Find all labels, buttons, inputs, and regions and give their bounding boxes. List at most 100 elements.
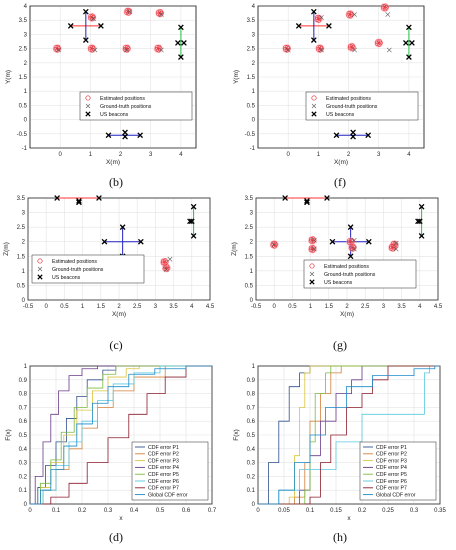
y-tick-label: 0.6 (19, 419, 28, 425)
y-tick-label: -1 (22, 146, 28, 152)
us-beacon-marker (347, 224, 354, 231)
us-beacon-marker (418, 203, 425, 210)
y-tick-label: -1 (250, 146, 256, 152)
ground-truth-marker (158, 12, 164, 17)
y-tick-label: 0.5 (245, 283, 254, 289)
estimated-position-marker (375, 39, 380, 45)
y-tick-label: 2.5 (17, 225, 26, 231)
y-tick-label: 0.9 (19, 378, 28, 384)
legend-label: CDF error P1 (376, 445, 407, 451)
us-beacon-marker (324, 195, 330, 201)
y-tick-label: 1.5 (19, 75, 28, 81)
us-beacon-marker (181, 40, 187, 46)
x-tick-label: 0 (287, 152, 291, 158)
y-tick-label: 2.5 (19, 47, 28, 53)
y-tick-label: 0.4 (19, 447, 28, 453)
y-tick-label: 1.5 (247, 75, 256, 81)
x-tick-label: 3 (149, 152, 153, 158)
panel-d: 0 0.1 0.2 0.3 0.4 0.5 0.6 0.7 0 0.1 0.2 0.3 0.4 0.5 0.… (0, 360, 228, 544)
estimated-position-marker (349, 238, 354, 243)
legend-label: CDF error P2 (376, 452, 407, 458)
y-tick-label: 3 (22, 211, 26, 217)
y-tick-label: 2 (250, 240, 254, 246)
y-tick-label: 0.2 (19, 474, 28, 480)
estimated-position-marker (154, 45, 160, 50)
ground-truth-marker (285, 47, 291, 53)
legend-estimate-marker (309, 263, 315, 269)
estimated-position-marker (310, 245, 316, 250)
x-tick-label: 0.2 (358, 508, 367, 514)
estimated-position-marker (348, 244, 354, 249)
legend-label: Estimated positions (52, 259, 97, 265)
estimated-position-marker (283, 45, 288, 50)
plot-border (27, 197, 211, 301)
y-axis-label: Z(m) (231, 242, 238, 256)
legend-label: CDF error P1 (148, 445, 179, 451)
x-tick-label: 0.05 (278, 508, 290, 514)
estimated-position-marker (346, 11, 352, 16)
legend-label: Estimated positions (326, 96, 371, 102)
us-beacon-marker (310, 8, 317, 15)
y-tick-label: 0.7 (247, 405, 256, 411)
x-tick-label: 4 (418, 304, 422, 310)
caption-d: (d) (109, 530, 123, 544)
panel-b: 0 1 2 3 4 -1 -0.5 0 0.5 1 1.5 2 2.5 3 3.5 4 X(m) Y(m) Esti… (0, 0, 228, 189)
ground-truth-marker (351, 246, 357, 252)
chart-b-svg: 0 1 2 3 4 -1 -0.5 0 0.5 1 1.5 2 2.5 3 3.5 4 X(m) Y(m) Esti… (5, 4, 197, 166)
ground-truth-marker (271, 242, 277, 248)
x-axis-label: x (347, 515, 351, 522)
x-tick-label: 0 (28, 508, 32, 514)
y-tick-label: 4 (24, 4, 28, 10)
x-tick-label: 2.5 (133, 304, 142, 310)
x-tick-label: 1.5 (325, 304, 334, 310)
x-tick-label: 0.35 (434, 508, 446, 514)
ground-truth-marker (352, 12, 357, 17)
x-tick-label: 0.1 (306, 508, 315, 514)
estimated-position-marker (123, 45, 128, 50)
x-tick-label: -0.5 (23, 304, 34, 310)
ground-truth-marker (393, 246, 399, 252)
ground-truth-marker (318, 14, 324, 20)
x-tick-label: 2 (119, 152, 123, 158)
x-tick-label: 2.5 (361, 304, 370, 310)
x-axis-label: X(m) (106, 159, 120, 166)
y-tick-label: 1.5 (245, 254, 254, 260)
x-tick-label: 0.3 (104, 508, 113, 514)
x-axis-label: X(m) (340, 311, 354, 318)
estimated-position-marker (348, 43, 353, 49)
legend-label: Estimated positions (324, 264, 369, 270)
us-beacon-marker (76, 198, 82, 204)
us-beacon-marker (310, 37, 317, 43)
x-tick-label: 0.6 (182, 508, 191, 514)
y-tick-label: 0.8 (19, 392, 28, 398)
us-beacon-marker (188, 218, 195, 225)
x-tick-label: 3 (154, 304, 158, 310)
ground-truth-marker (351, 237, 357, 243)
y-tick-label: 1 (250, 269, 254, 275)
estimated-position-marker (314, 15, 320, 20)
y-axis-label: F(x) (5, 429, 12, 441)
x-tick-label: 0.4 (130, 508, 139, 514)
y-tick-label: 0.3 (19, 461, 28, 467)
plot-border (255, 197, 439, 301)
us-beacon-marker (415, 218, 421, 225)
x-tick-label: 2 (345, 304, 349, 310)
x-tick-label: 1 (89, 152, 93, 158)
us-beacon-marker (295, 23, 302, 29)
chart-d-svg: 0 0.1 0.2 0.3 0.4 0.5 0.6 0.7 0 0.1 0.2 0.3 0.4 0.5 0.… (5, 364, 217, 522)
y-tick-label: 0 (252, 118, 256, 124)
us-beacon-marker (406, 24, 412, 31)
estimated-position-marker (383, 3, 388, 9)
y-tick-label: 1 (24, 364, 28, 370)
x-tick-label: 4 (407, 152, 411, 158)
ground-truth-marker (311, 246, 317, 252)
y-tick-label: 3.5 (19, 18, 28, 24)
legend-box (305, 91, 419, 121)
legend-label: Ground-truth positions (326, 104, 378, 110)
x-tick-label: 3 (382, 304, 386, 310)
x-tick-label: 0.2 (78, 508, 87, 514)
y-tick-label: 1.5 (17, 254, 26, 260)
estimated-position-marker (156, 44, 162, 50)
x-tick-label: 0.5 (156, 508, 165, 514)
legend-label: CDF error P4 (376, 465, 407, 471)
